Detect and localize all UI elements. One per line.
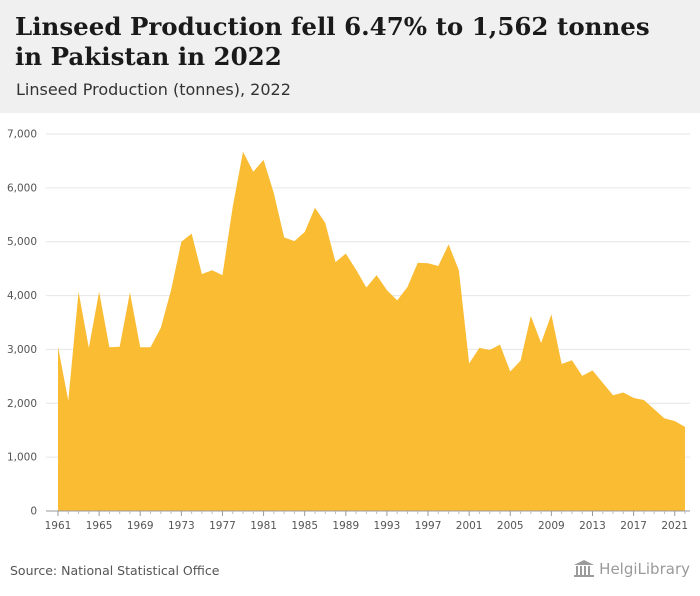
x-tick-label: 1973 bbox=[168, 520, 195, 532]
source-note: Source: National Statistical Office bbox=[10, 563, 220, 578]
helgilibrary-logo[interactable]: HelgiLibrary bbox=[573, 560, 690, 578]
y-tick-label: 3,000 bbox=[7, 344, 37, 356]
y-tick-label: 0 bbox=[30, 506, 37, 518]
x-tick-label: 2001 bbox=[456, 520, 483, 532]
x-tick-label: 2009 bbox=[538, 520, 565, 532]
x-tick-label: 2013 bbox=[579, 520, 606, 532]
x-tick-label: 2017 bbox=[620, 520, 647, 532]
y-tick-label: 4,000 bbox=[7, 290, 37, 302]
y-tick-label: 5,000 bbox=[7, 236, 37, 248]
header: Linseed Production fell 6.47% to 1,562 t… bbox=[0, 0, 700, 113]
x-tick-label: 2005 bbox=[497, 520, 524, 532]
x-tick-label: 2021 bbox=[661, 520, 688, 532]
x-tick-label: 1993 bbox=[374, 520, 401, 532]
chart-title: Linseed Production fell 6.47% to 1,562 t… bbox=[15, 12, 650, 71]
x-tick-label: 1961 bbox=[45, 520, 72, 532]
x-tick-label: 1969 bbox=[127, 520, 154, 532]
x-tick-label: 1965 bbox=[86, 520, 113, 532]
area-chart: 0 1,000 2,000 3,000 4,000 5,000 6,000 7,000 1961… bbox=[7, 129, 690, 532]
x-tick-label: 1985 bbox=[291, 520, 318, 532]
area-series bbox=[58, 151, 685, 511]
library-icon bbox=[574, 560, 595, 577]
x-tick-label: 1977 bbox=[209, 520, 236, 532]
x-tick-label: 1989 bbox=[332, 520, 359, 532]
y-tick-label: 7,000 bbox=[7, 129, 37, 141]
chart-subtitle: Linseed Production (tonnes), 2022 bbox=[16, 80, 291, 99]
logo-text: HelgiLibrary bbox=[599, 560, 690, 578]
y-tick-label: 6,000 bbox=[7, 182, 37, 194]
y-tick-label: 2,000 bbox=[7, 398, 37, 410]
x-tick-label: 1981 bbox=[250, 520, 277, 532]
y-tick-label: 1,000 bbox=[7, 452, 37, 464]
x-tick-label: 1997 bbox=[415, 520, 442, 532]
